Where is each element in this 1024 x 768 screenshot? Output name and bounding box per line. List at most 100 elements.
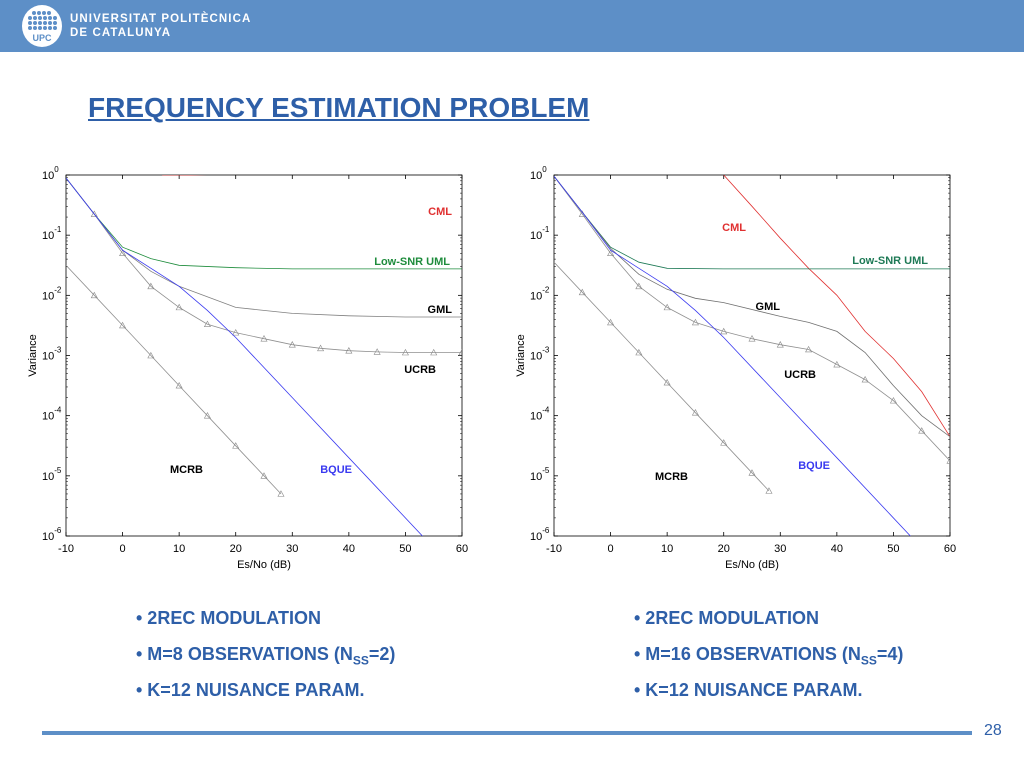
page-number: 28 bbox=[984, 722, 1002, 739]
y-tick-label: 10-6 bbox=[530, 526, 550, 543]
series-marker-mcrb bbox=[232, 442, 240, 449]
y-tick-exponent: 0 bbox=[542, 165, 547, 174]
series-marker-ucrb bbox=[232, 329, 240, 336]
series-label-bque: BQUE bbox=[798, 460, 830, 472]
header-bar: UPC UNIVERSITAT POLITÈCNICA DE CATALUNYA bbox=[0, 0, 1024, 52]
bullet-observations-suffix: =2) bbox=[368, 644, 396, 664]
variance-chart-right: -10 0 10 20 30 40 50 6010010-110-210-310-410-51… bbox=[515, 165, 956, 571]
x-tick-label: 50 bbox=[887, 543, 899, 555]
series-marker-ucrb bbox=[861, 375, 869, 383]
y-tick-exponent: -2 bbox=[542, 285, 550, 294]
series-line-ucrb bbox=[554, 175, 950, 462]
series-line-gml bbox=[554, 175, 950, 438]
y-tick-exponent: -1 bbox=[542, 225, 550, 234]
y-tick-exponent: -4 bbox=[54, 406, 62, 415]
bullet-modulation: • 2REC MODULATION bbox=[136, 608, 321, 628]
series-marker-mcrb bbox=[635, 348, 643, 356]
y-tick-label: 10-5 bbox=[530, 466, 550, 483]
x-tick-label: 20 bbox=[718, 543, 730, 555]
x-axis-label: Es/No (dB) bbox=[725, 559, 779, 571]
y-tick-exponent: -5 bbox=[542, 466, 550, 475]
series-label-mcrb: MCRB bbox=[655, 471, 688, 483]
x-tick-label: 60 bbox=[944, 543, 956, 555]
plot-frame bbox=[65, 174, 463, 537]
x-tick-label: 50 bbox=[399, 543, 411, 555]
series-line-mcrb bbox=[554, 261, 770, 492]
bullet-observations-text: • M=16 OBSERVATIONS (N bbox=[634, 644, 861, 664]
series-marker-mcrb bbox=[720, 439, 728, 446]
series-marker-ucrb bbox=[430, 348, 438, 356]
series-line-bque bbox=[66, 177, 423, 536]
university-name: UNIVERSITAT POLITÈCNICA DE CATALUNYA bbox=[70, 12, 251, 40]
y-tick-exponent: -5 bbox=[54, 466, 62, 475]
series-marker-ucrb bbox=[119, 249, 127, 257]
series-marker-mcrb bbox=[691, 409, 699, 416]
x-tick-label: 20 bbox=[230, 543, 242, 555]
series-marker-ucrb bbox=[607, 249, 615, 257]
series-marker-mcrb bbox=[175, 381, 183, 389]
logo-mark-text: UPC bbox=[32, 33, 52, 43]
plot-area bbox=[66, 175, 462, 536]
series-marker-ucrb bbox=[458, 348, 462, 356]
x-axis-label: Es/No (dB) bbox=[237, 559, 291, 571]
series-line-mcrb bbox=[66, 265, 282, 495]
series-marker-ucrb bbox=[833, 360, 841, 368]
bullet-observations-suffix: =4) bbox=[876, 644, 904, 664]
y-tick-exponent: -6 bbox=[54, 526, 62, 535]
series-marker-mcrb bbox=[748, 469, 756, 476]
x-tick-label: 10 bbox=[173, 543, 185, 555]
series-marker-ucrb bbox=[805, 345, 813, 353]
series-marker-ucrb bbox=[203, 320, 211, 328]
variance-chart-left: -10 0 10 20 30 40 50 6010010-110-210-310-410-51… bbox=[27, 165, 468, 571]
series-marker-ucrb bbox=[720, 327, 728, 335]
series-marker-mcrb bbox=[260, 472, 268, 479]
series-marker-mcrb bbox=[765, 487, 773, 494]
series-label-gml: GML bbox=[756, 301, 781, 313]
series-label-cml: CML bbox=[722, 222, 746, 234]
bullet-observations: • M=16 OBSERVATIONS (NSS=4) bbox=[634, 638, 903, 674]
y-tick-exponent: -3 bbox=[542, 346, 550, 355]
x-tick-label: 10 bbox=[661, 543, 673, 555]
y-tick-label: 10-1 bbox=[530, 225, 550, 242]
y-tick-label: 10-1 bbox=[42, 225, 62, 242]
y-tick-label: 10-2 bbox=[530, 285, 550, 302]
y-tick-exponent: 0 bbox=[54, 165, 59, 174]
series-line-low-snr-uml bbox=[66, 177, 462, 270]
x-tick-label: 30 bbox=[774, 543, 786, 555]
series-label-ucrb: UCRB bbox=[784, 369, 816, 381]
y-tick-label: 10-3 bbox=[42, 346, 62, 363]
series-line-ucrb bbox=[66, 177, 462, 353]
bullet-modulation: • 2REC MODULATION bbox=[634, 608, 819, 628]
bullet-observations-subscript: SS bbox=[352, 653, 369, 668]
series-label-bque: BQUE bbox=[320, 464, 352, 476]
series-label-mcrb: MCRB bbox=[170, 464, 203, 476]
series-marker-ucrb bbox=[776, 341, 784, 348]
series-label-ucrb: UCRB bbox=[404, 364, 436, 376]
series-line-bque bbox=[554, 175, 911, 536]
slide-title: FREQUENCY ESTIMATION PROBLEM bbox=[88, 92, 590, 123]
bullet-observations-subscript: SS bbox=[860, 653, 877, 668]
series-marker-mcrb bbox=[277, 490, 285, 497]
y-tick-label: 10-5 bbox=[42, 466, 62, 483]
series-label-gml: GML bbox=[428, 304, 453, 316]
series-marker-mcrb bbox=[607, 318, 615, 326]
series-marker-ucrb bbox=[175, 303, 183, 311]
university-name-line1: UNIVERSITAT POLITÈCNICA bbox=[70, 13, 252, 25]
y-tick-exponent: -4 bbox=[542, 406, 550, 415]
bullet-nuisance: • K=12 NUISANCE PARAM. bbox=[136, 680, 365, 700]
footer-rule bbox=[42, 731, 972, 735]
series-marker-ucrb bbox=[90, 210, 98, 217]
x-tick-label: -10 bbox=[58, 543, 74, 555]
series-marker-mcrb bbox=[147, 351, 155, 359]
y-tick-label: 100 bbox=[530, 165, 547, 182]
series-marker-ucrb bbox=[748, 335, 756, 342]
series-marker-ucrb bbox=[635, 282, 643, 290]
series-marker-ucrb bbox=[401, 348, 409, 356]
y-tick-exponent: -6 bbox=[542, 526, 550, 535]
series-marker-mcrb bbox=[119, 321, 127, 329]
y-tick-exponent: -2 bbox=[54, 285, 62, 294]
series-label-low-snr-uml: Low-SNR UML bbox=[852, 255, 928, 267]
series-label-low-snr-uml: Low-SNR UML bbox=[374, 256, 450, 268]
y-tick-label: 10-4 bbox=[530, 406, 550, 423]
series-marker-ucrb bbox=[946, 457, 950, 464]
